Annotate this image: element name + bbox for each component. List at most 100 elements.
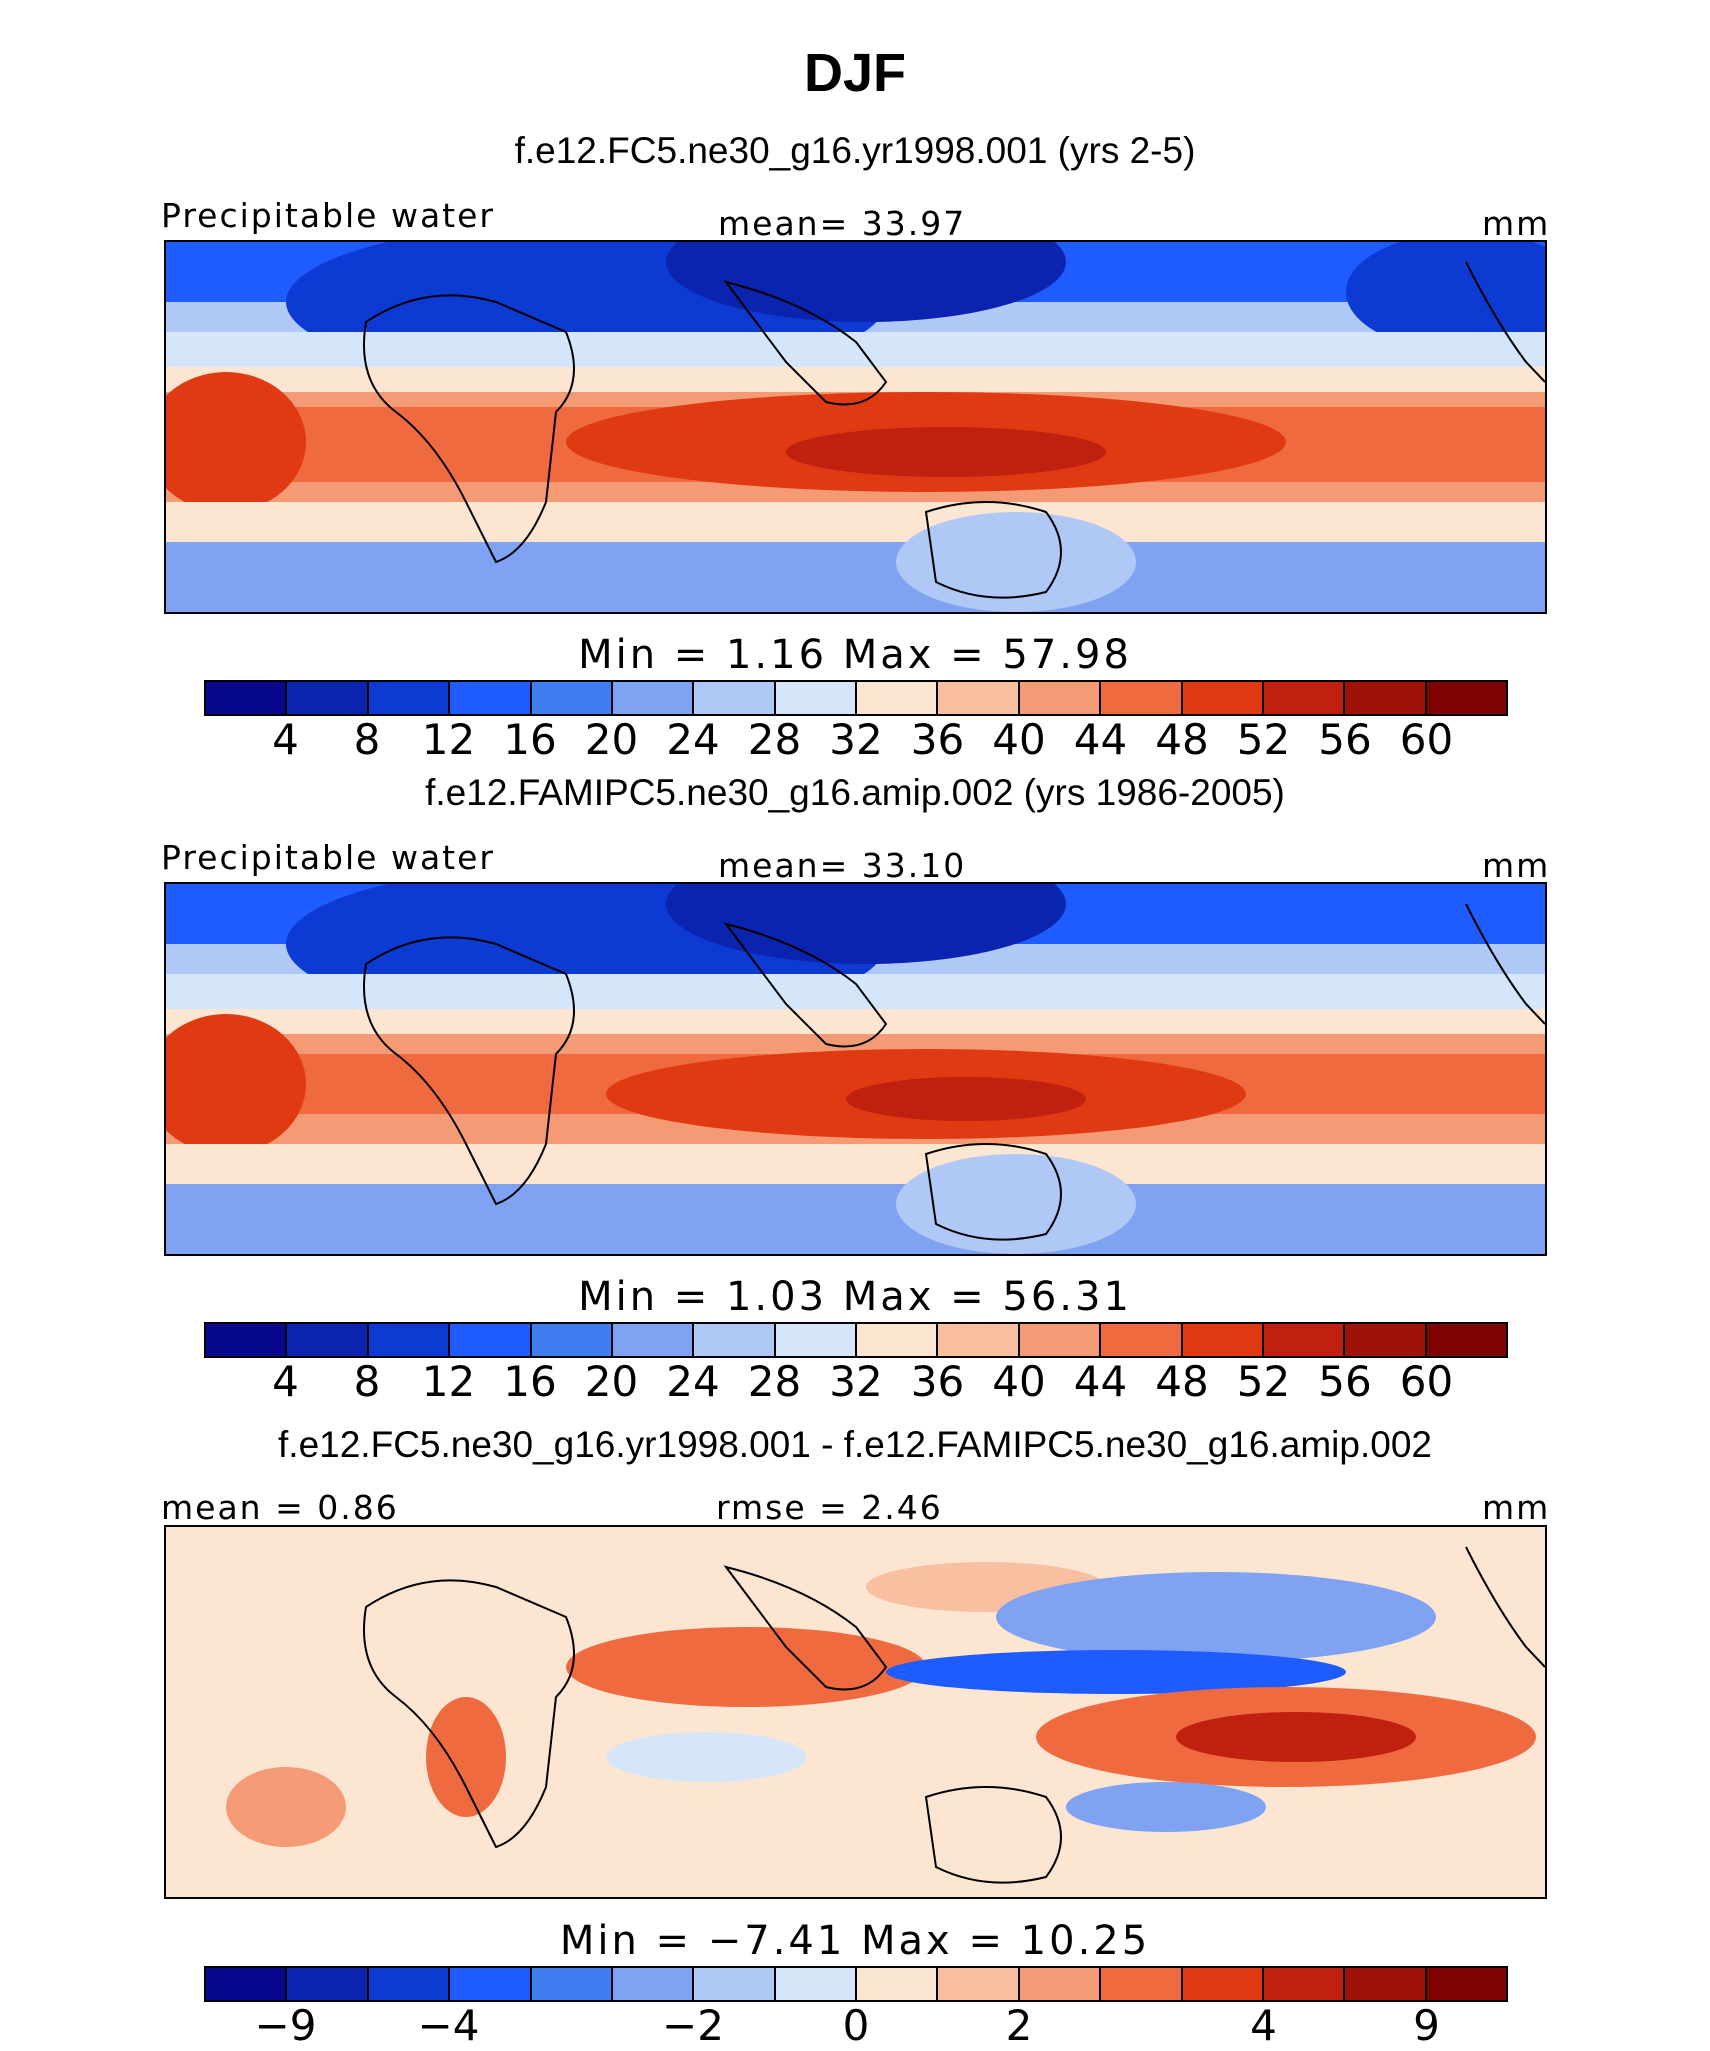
panel2-mean-label: mean= 33.10 (718, 846, 967, 885)
colorbar-box (1019, 1968, 1102, 2000)
colorbar-box (368, 1324, 451, 1356)
panel3-map (164, 1525, 1547, 1899)
panel1-colorbar-ticks: 4 8 12 16 20 24 28 32 36 40 44 48 52 56 60 (204, 715, 1508, 765)
colorbar-tick-label: 16 (503, 1357, 557, 1406)
colorbar-box (1182, 682, 1264, 714)
colorbar-box (1182, 1324, 1264, 1356)
colorbar-box (857, 1968, 939, 2000)
diff-nw-pacific-neg (996, 1572, 1436, 1662)
australia-dry (896, 512, 1136, 612)
panel3-units-label: mm (1482, 1488, 1551, 1527)
colorbar-tick-label: 28 (747, 1357, 802, 1406)
band-south (166, 542, 1545, 612)
colorbar-box (938, 1968, 1020, 2000)
colorbar-tick-label: 4 (272, 715, 299, 764)
coastline (924, 1786, 1062, 1884)
colorbar-tick-label: 12 (421, 1357, 476, 1406)
band-subtrop-s (166, 1144, 1545, 1184)
colorbar-box (287, 682, 369, 714)
colorbar-box (287, 1968, 369, 2000)
panel1-minmax: Min = 1.16 Max = 57.98 (578, 632, 1132, 678)
diff-arabia (566, 1627, 926, 1707)
colorbar-tick-label: 40 (992, 1357, 1046, 1406)
coastline (1465, 1546, 1545, 1668)
colorbar-box (694, 1324, 776, 1356)
colorbar-box (612, 682, 695, 714)
colorbar-tick-label: 36 (910, 1357, 965, 1406)
colorbar-box (938, 1324, 1020, 1356)
colorbar-box (206, 1324, 288, 1356)
colorbar-box (1182, 1968, 1264, 2000)
colorbar-tick-label: 40 (992, 715, 1046, 764)
coastline (1465, 903, 1545, 1025)
panel1-variable-label: Precipitable water (161, 196, 495, 235)
colorbar-box (612, 1324, 695, 1356)
colorbar-tick-label: 16 (503, 715, 557, 764)
diff-south-neg (1066, 1782, 1266, 1832)
panel2-units-label: mm (1482, 846, 1551, 885)
colorbar-tick-label: 32 (829, 1357, 883, 1406)
colorbar-box (1263, 1324, 1346, 1356)
colorbar-tick-label: 4 (1250, 2001, 1277, 2050)
panel2-map (164, 882, 1547, 1256)
panel2-case-title: f.e12.FAMIPC5.ne30_g16.amip.002 (yrs 198… (425, 772, 1285, 813)
panel2-variable-label: Precipitable water (161, 838, 495, 877)
coastline (1465, 261, 1545, 383)
figure-title: DJF (803, 43, 906, 103)
colorbar-box (1263, 1968, 1346, 2000)
panel3-rmse-label: rmse = 2.46 (716, 1488, 943, 1527)
coastline (363, 1579, 575, 1849)
colorbar-box (531, 682, 613, 714)
coastline (723, 922, 888, 1048)
panel3-colorbar (204, 1966, 1508, 2002)
colorbar-box (612, 1968, 695, 2000)
coastline (924, 501, 1062, 599)
coastline (924, 1143, 1062, 1241)
panel1-case-title: f.e12.FC5.ne30_g16.yr1998.001 (yrs 2-5) (514, 130, 1196, 171)
colorbar-box (531, 1968, 613, 2000)
colorbar-tick-label: 9 (1413, 2001, 1440, 2050)
colorbar-box (531, 1324, 613, 1356)
panel3-mean-label: mean = 0.86 (161, 1488, 399, 1527)
coastline (363, 294, 575, 564)
colorbar-tick-label: 24 (666, 1357, 720, 1406)
colorbar-box (1426, 682, 1506, 714)
amazon-moist (166, 372, 306, 512)
colorbar-tick-label: 32 (829, 715, 883, 764)
north-atl-dry (1346, 242, 1545, 352)
panel1-map (164, 240, 1547, 614)
colorbar-box (1345, 682, 1427, 714)
warm-pool-core (786, 427, 1106, 477)
colorbar-box (775, 1324, 857, 1356)
colorbar-tick-label: 12 (421, 715, 476, 764)
colorbar-tick-label: 44 (1073, 715, 1128, 764)
colorbar-tick-label: 48 (1155, 715, 1209, 764)
australia-dry (896, 1154, 1136, 1254)
colorbar-tick-label: 60 (1399, 1357, 1454, 1406)
panel3-case-title: f.e12.FC5.ne30_g16.yr1998.001 - f.e12.FA… (278, 1424, 1432, 1465)
colorbar-box (450, 1324, 532, 1356)
panel1-units-label: mm (1482, 204, 1551, 243)
colorbar-box (1101, 682, 1183, 714)
band-subtrop-s (166, 502, 1545, 542)
asia-dry (666, 242, 1066, 322)
colorbar-box (775, 682, 857, 714)
diff-africa (426, 1697, 506, 1817)
asia-dry (666, 884, 1066, 964)
coastline (363, 936, 575, 1206)
colorbar-box (368, 682, 451, 714)
panel2-minmax: Min = 1.03 Max = 56.31 (578, 1274, 1132, 1320)
panel1-mean-label: mean= 33.97 (718, 204, 967, 243)
band-south (166, 1184, 1545, 1254)
colorbar-tick-label: 60 (1399, 715, 1454, 764)
colorbar-box (857, 1324, 939, 1356)
colorbar-box (1101, 1324, 1183, 1356)
colorbar-tick-label: −2 (662, 2001, 724, 2050)
colorbar-box (694, 1968, 776, 2000)
colorbar-box (694, 682, 776, 714)
colorbar-tick-label: 48 (1155, 1357, 1209, 1406)
panel3-colorbar-ticks: −9 −4 −2 0 2 4 9 (204, 2001, 1508, 2051)
colorbar-box (1345, 1324, 1427, 1356)
colorbar-tick-label: 44 (1073, 1357, 1128, 1406)
colorbar-tick-label: −9 (254, 2001, 317, 2050)
